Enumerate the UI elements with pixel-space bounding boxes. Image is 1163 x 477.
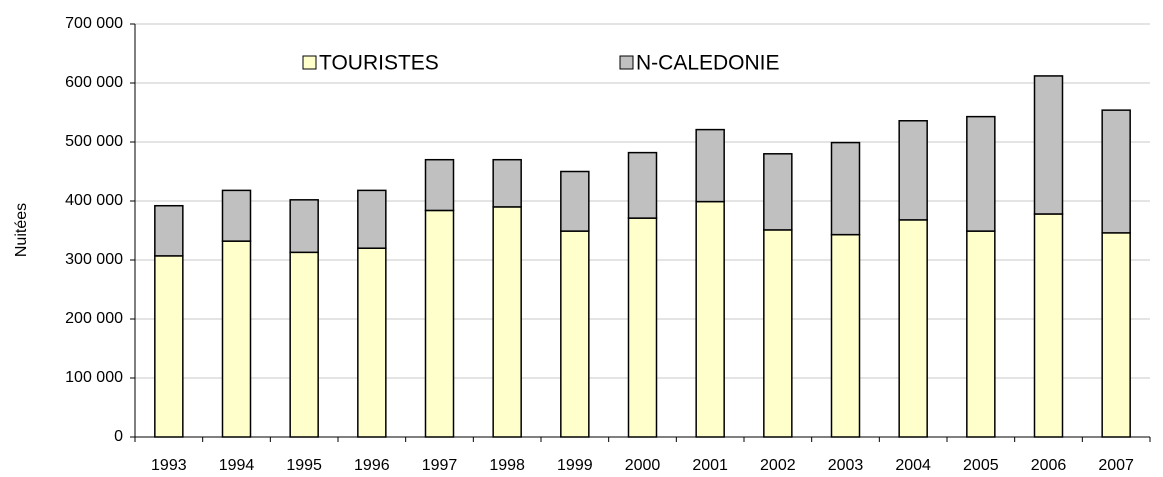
bar-segment (1033, 213, 1064, 438)
x-tick-label: 2006 (1031, 457, 1067, 474)
x-tick-label: 1996 (354, 457, 390, 474)
y-tick-label: 700 000 (65, 15, 123, 32)
bar-segment (898, 219, 928, 438)
x-tick-label: 1998 (489, 457, 525, 474)
bar-segment (898, 120, 928, 221)
x-tick-label: 1999 (557, 457, 593, 474)
y-axis-label: Nuitées (13, 203, 30, 257)
bar-segment (1101, 232, 1131, 438)
bar-segment (763, 229, 793, 438)
bar-segment (560, 170, 590, 232)
bar-segment (154, 204, 184, 257)
x-tick-label: 2005 (963, 457, 999, 474)
bar-segment (357, 247, 387, 438)
bar-segment (763, 153, 793, 231)
y-tick-label: 300 000 (65, 251, 123, 268)
bar-segment (627, 151, 658, 219)
x-tick-label: 2004 (895, 457, 931, 474)
bar-segment (221, 189, 252, 242)
y-tick-label: 100 000 (65, 369, 123, 386)
bar-segment (1101, 109, 1131, 234)
bar-segment (154, 255, 184, 438)
bar-segment (830, 141, 861, 236)
x-tick-label: 2003 (828, 457, 864, 474)
bar-segment (492, 206, 522, 438)
bar-segment (1033, 75, 1064, 215)
bar-segment (695, 200, 725, 438)
legend-label: TOURISTES (319, 52, 439, 75)
x-tick-label: 2007 (1098, 457, 1134, 474)
bar-segment (424, 209, 455, 438)
legend-label: N-CALEDONIE (636, 52, 780, 75)
bar-segment (221, 240, 252, 438)
x-tick-label: 2002 (760, 457, 796, 474)
bar-segment (830, 233, 861, 438)
y-tick-label: 0 (114, 428, 123, 445)
bar-segment (492, 158, 522, 208)
bar-segment (695, 128, 725, 203)
bar-segment (966, 230, 996, 438)
x-tick-label: 1995 (286, 457, 322, 474)
bar-segment (289, 199, 319, 254)
bar-segment (289, 251, 319, 438)
legend-swatch (619, 55, 634, 70)
bar-segment (966, 115, 996, 232)
bar-segment (424, 158, 455, 212)
bar-segment (357, 189, 387, 249)
y-tick-label: 500 000 (65, 133, 123, 150)
x-tick-label: 1993 (151, 457, 187, 474)
x-tick-label: 2001 (692, 457, 728, 474)
legend-swatch (302, 55, 317, 70)
bar-segment (560, 230, 590, 438)
x-tick-label: 1994 (219, 457, 255, 474)
y-tick-label: 400 000 (65, 192, 123, 209)
y-tick-label: 200 000 (65, 310, 123, 327)
x-tick-label: 2000 (625, 457, 661, 474)
y-tick-label: 600 000 (65, 74, 123, 91)
x-tick-label: 1997 (422, 457, 458, 474)
bar-segment (627, 217, 658, 438)
